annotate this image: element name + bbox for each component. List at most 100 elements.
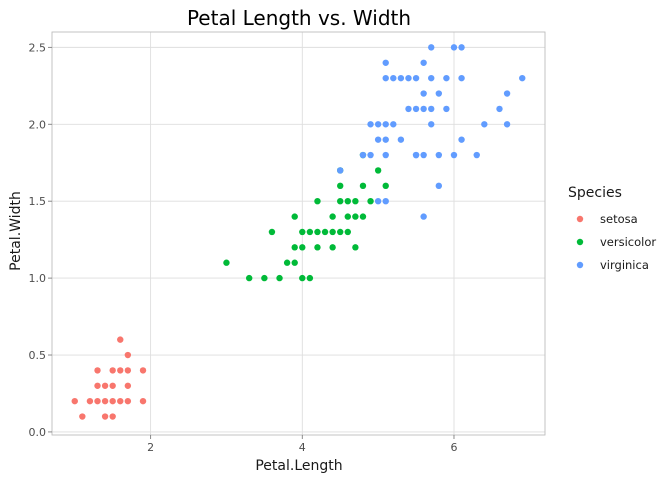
- point-versicolor: [329, 228, 336, 236]
- point-versicolor: [344, 228, 351, 236]
- point-virginica: [374, 136, 382, 143]
- y-axis-title: Petal.Width: [8, 191, 24, 271]
- point-virginica: [397, 136, 405, 143]
- y-tick-label: 1.0: [29, 272, 47, 285]
- point-virginica: [428, 105, 435, 113]
- point-versicolor: [337, 228, 344, 236]
- point-versicolor: [299, 244, 306, 251]
- point-versicolor: [299, 274, 306, 282]
- point-virginica: [428, 44, 435, 51]
- point-setosa: [139, 397, 147, 405]
- point-virginica: [450, 44, 458, 51]
- point-virginica: [390, 74, 397, 82]
- point-versicolor: [314, 244, 321, 251]
- point-setosa: [124, 367, 132, 374]
- point-versicolor: [283, 259, 291, 266]
- chart-title: Petal Length vs. Width: [187, 6, 411, 30]
- x-axis-title: Petal.Length: [255, 458, 342, 474]
- point-versicolor: [337, 182, 344, 190]
- point-versicolor: [299, 228, 306, 236]
- point-versicolor: [352, 244, 359, 251]
- point-versicolor: [314, 228, 321, 236]
- point-virginica: [374, 197, 382, 205]
- y-tick-label: 1.5: [29, 195, 47, 208]
- point-versicolor: [291, 259, 298, 266]
- point-virginica: [450, 151, 458, 159]
- point-virginica: [420, 151, 427, 159]
- point-virginica: [405, 74, 412, 82]
- point-virginica: [481, 121, 488, 128]
- point-virginica: [496, 105, 503, 113]
- legend-key-setosa: [576, 215, 584, 223]
- point-setosa: [117, 397, 124, 405]
- point-virginica: [390, 121, 397, 128]
- point-virginica: [382, 59, 389, 66]
- point-versicolor: [246, 274, 253, 282]
- point-versicolor: [359, 182, 367, 190]
- x-tick-label: 6: [450, 441, 457, 454]
- point-virginica: [382, 151, 389, 159]
- point-versicolor: [344, 197, 351, 205]
- point-virginica: [382, 74, 389, 82]
- data-points: [71, 44, 526, 420]
- legend: Species setosa versicolor virginica: [568, 185, 656, 272]
- point-setosa: [124, 397, 132, 405]
- point-versicolor: [337, 197, 344, 205]
- legend-key-virginica: [576, 261, 584, 269]
- point-virginica: [503, 90, 511, 97]
- point-setosa: [139, 367, 147, 374]
- point-versicolor: [367, 197, 374, 205]
- y-tick-label: 0.0: [29, 426, 47, 439]
- point-virginica: [420, 90, 427, 97]
- point-virginica: [473, 151, 480, 159]
- panel-border: [51, 31, 546, 436]
- legend-title: Species: [568, 185, 622, 201]
- point-setosa: [124, 351, 132, 359]
- point-virginica: [428, 121, 435, 128]
- legend-label-setosa: setosa: [600, 212, 638, 226]
- point-virginica: [412, 151, 420, 159]
- point-virginica: [374, 121, 382, 128]
- point-virginica: [420, 213, 427, 220]
- point-setosa: [94, 397, 101, 405]
- point-versicolor: [374, 167, 382, 174]
- point-setosa: [71, 397, 78, 405]
- y-tick-label: 0.5: [29, 349, 47, 362]
- point-virginica: [367, 151, 374, 159]
- point-virginica: [382, 197, 389, 205]
- legend-label-versicolor: versicolor: [600, 235, 656, 249]
- point-setosa: [117, 336, 124, 343]
- point-setosa: [101, 382, 109, 389]
- gridlines: [52, 32, 545, 435]
- point-virginica: [412, 74, 420, 82]
- point-virginica: [435, 151, 443, 159]
- point-virginica: [443, 74, 450, 82]
- legend-items: setosa versicolor virginica: [576, 212, 656, 272]
- x-tick-label: 2: [147, 441, 154, 454]
- point-virginica: [412, 105, 420, 113]
- point-versicolor: [314, 197, 321, 205]
- point-virginica: [337, 167, 344, 174]
- point-setosa: [94, 367, 101, 374]
- point-virginica: [435, 90, 443, 97]
- point-versicolor: [321, 228, 329, 236]
- point-virginica: [458, 44, 465, 51]
- point-setosa: [109, 397, 116, 405]
- point-versicolor: [306, 274, 314, 282]
- point-setosa: [94, 382, 101, 389]
- point-versicolor: [223, 259, 230, 266]
- y-tick-label: 2.5: [29, 41, 47, 54]
- point-virginica: [519, 74, 526, 82]
- point-setosa: [109, 367, 116, 374]
- legend-key-versicolor: [576, 238, 584, 246]
- point-versicolor: [329, 244, 336, 251]
- point-versicolor: [291, 244, 298, 251]
- point-versicolor: [268, 228, 276, 236]
- point-setosa: [117, 367, 124, 374]
- point-virginica: [458, 136, 465, 143]
- point-versicolor: [261, 274, 268, 282]
- point-virginica: [405, 105, 412, 113]
- point-versicolor: [382, 182, 389, 190]
- point-setosa: [101, 413, 109, 420]
